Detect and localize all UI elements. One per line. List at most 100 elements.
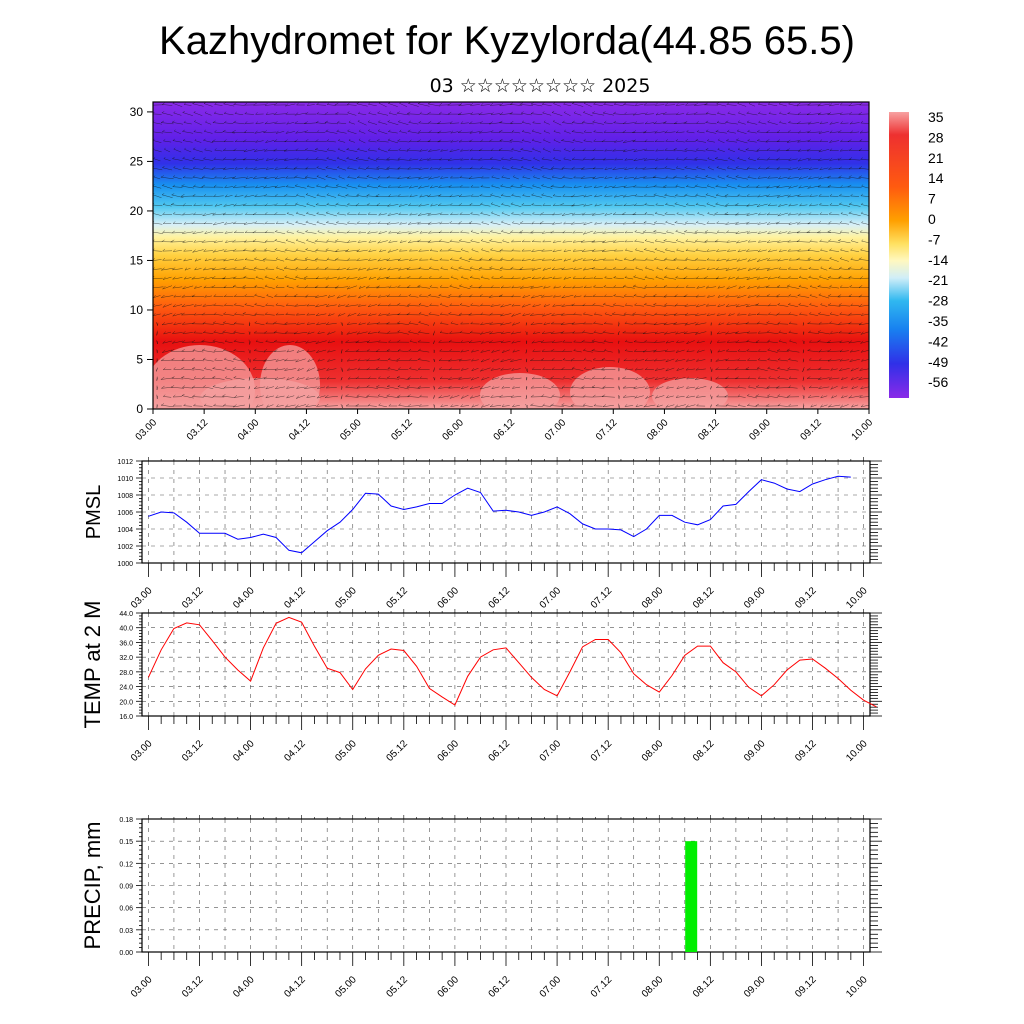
colorbar-label: -21: [928, 272, 948, 288]
y-axis-label: PMSL: [83, 485, 105, 539]
heatmap-x-tick-label: 08.00: [645, 417, 671, 443]
x-tick-label: 06.12: [487, 738, 513, 764]
x-tick-label: 07.00: [538, 585, 564, 611]
x-tick-label: 03.12: [180, 974, 206, 1000]
x-tick-label: 07.12: [589, 974, 615, 1000]
x-tick-label: 09.12: [793, 974, 819, 1000]
x-tick-label: 10.00: [844, 974, 870, 1000]
heatmap-y-tick-label: 20: [130, 204, 144, 218]
x-tick-label: 03.00: [129, 585, 155, 611]
heatmap-y-tick-label: 15: [130, 253, 144, 267]
x-tick-label: 05.00: [333, 738, 359, 764]
colorbar: [889, 112, 909, 398]
x-tick-label: 05.12: [384, 738, 410, 764]
y-tick-label: 1002: [117, 544, 133, 551]
heatmap-warm-cores: [153, 345, 728, 409]
x-tick-label: 04.12: [282, 738, 308, 764]
x-tick-label: 04.00: [231, 738, 257, 764]
x-tick-label: 09.00: [742, 738, 768, 764]
chart-subtitle: 03 ☆☆☆☆☆☆☆☆ 2025: [430, 75, 651, 97]
x-tick-label: 03.00: [129, 738, 155, 764]
panel-frame: [141, 612, 871, 717]
x-tick-label: 03.12: [180, 585, 206, 611]
heatmap-x-tick-label: 08.12: [696, 417, 722, 443]
y-tick-label: 1008: [117, 493, 133, 500]
y-axis-label: PRECIP, mm: [80, 822, 105, 950]
colorbar-label: 0: [928, 211, 936, 227]
precip-bar: [685, 841, 698, 952]
y-tick-label: 40.0: [119, 626, 133, 633]
warm-core: [570, 367, 650, 409]
y-tick-label: 24.0: [119, 685, 133, 692]
heatmap-x-tick-label: 06.12: [492, 417, 518, 443]
y-tick-label: 32.0: [119, 655, 133, 662]
warm-core: [652, 378, 728, 409]
y-tick-label: 0.15: [119, 839, 133, 846]
y-tick-label: 0.00: [119, 950, 133, 957]
x-tick-label: 08.00: [640, 585, 666, 611]
y-tick-label: 0.18: [119, 817, 133, 824]
heatmap-x-tick-label: 09.00: [747, 417, 773, 443]
heatmap-x-axis: 03.00 03.12 04.00 04.12 05.00 05.12 06.00 06.12…: [134, 409, 876, 443]
colorbar-label: 14: [928, 170, 944, 186]
x-tick-label: 07.00: [538, 974, 564, 1000]
y-tick-label: 1004: [117, 527, 133, 534]
heatmap-x-tick-label: 07.00: [543, 417, 569, 443]
x-tick-label: 09.00: [742, 585, 768, 611]
x-tick-label: 04.00: [231, 585, 257, 611]
colorbar-label: -42: [928, 333, 948, 349]
x-tick-label: 07.00: [538, 738, 564, 764]
wind-vectors: [153, 102, 869, 409]
wind-vector-field: [153, 102, 869, 409]
x-tick-label: 06.00: [436, 585, 462, 611]
x-tick-label: 08.00: [640, 974, 666, 1000]
colorbar-label: 28: [928, 129, 944, 145]
y-tick-label: 1000: [117, 561, 133, 568]
series-line: [147, 616, 877, 708]
x-tick-label: 09.00: [742, 974, 768, 1000]
x-tick-label: 03.00: [129, 974, 155, 1000]
colorbar-label: -56: [928, 374, 948, 390]
x-tick-label: 08.12: [691, 585, 717, 611]
y-tick-label: 1012: [117, 459, 133, 466]
heatmap-x-tick-label: 04.00: [236, 417, 262, 443]
heatmap-panel: 0 5 10 15 20 25 30 03.00 03.12 04.00 04.12 05.00 05…: [130, 101, 948, 443]
heatmap-x-tick-label: 03.12: [185, 417, 211, 443]
heatmap-x-tick-label: 04.12: [287, 417, 313, 443]
warm-core: [200, 378, 320, 409]
colorbar-labels: 35 28 21 14 7 0 -7 -14 -21 -28 -35 -42 -49 -56: [928, 109, 948, 390]
warm-core: [480, 373, 560, 409]
heatmap-y-tick-label: 5: [136, 352, 143, 366]
heatmap-y-axis: 0 5 10 15 20 25 30: [130, 105, 153, 416]
x-tick-label: 04.00: [231, 974, 257, 1000]
pmsl-panel: 1000 1002 1004 1006 1008 1010 1012 03.00 03.12 04…: [83, 457, 882, 611]
colorbar-label: 35: [928, 109, 944, 125]
x-tick-label: 06.00: [436, 974, 462, 1000]
heatmap-x-tick-label: 10.00: [850, 417, 876, 443]
heatmap-x-tick-label: 05.00: [338, 417, 364, 443]
heatmap-x-tick-label: 07.12: [594, 417, 620, 443]
y-tick-label: 1010: [117, 476, 133, 483]
y-tick-label: 28.0: [119, 670, 133, 677]
heatmap-x-tick-label: 05.12: [389, 417, 415, 443]
y-tick-label: 0.03: [119, 928, 133, 935]
x-tick-label: 04.12: [282, 974, 308, 1000]
heatmap-field: [153, 102, 869, 409]
heatmap-y-tick-label: 30: [130, 105, 144, 119]
x-tick-label: 10.00: [844, 738, 870, 764]
x-tick-label: 10.00: [844, 585, 870, 611]
colorbar-label: 21: [928, 150, 944, 166]
y-tick-label: 0.09: [119, 884, 133, 891]
heatmap-x-tick-label: 06.00: [441, 417, 467, 443]
x-tick-label: 04.12: [282, 585, 308, 611]
x-tick-label: 07.12: [589, 585, 615, 611]
colorbar-label: -49: [928, 354, 948, 370]
colorbar-label: -35: [928, 313, 948, 329]
heatmap-x-tick-label: 09.12: [799, 417, 825, 443]
precip-panel: 0.00 0.03 0.06 0.09 0.12 0.15 0.18 03.00 03.12 04…: [80, 815, 882, 1000]
x-tick-label: 05.12: [384, 585, 410, 611]
colorbar-label: -14: [928, 252, 948, 268]
colorbar-label: 7: [928, 191, 936, 207]
x-tick-label: 06.12: [487, 974, 513, 1000]
series-line: [148, 475, 851, 554]
